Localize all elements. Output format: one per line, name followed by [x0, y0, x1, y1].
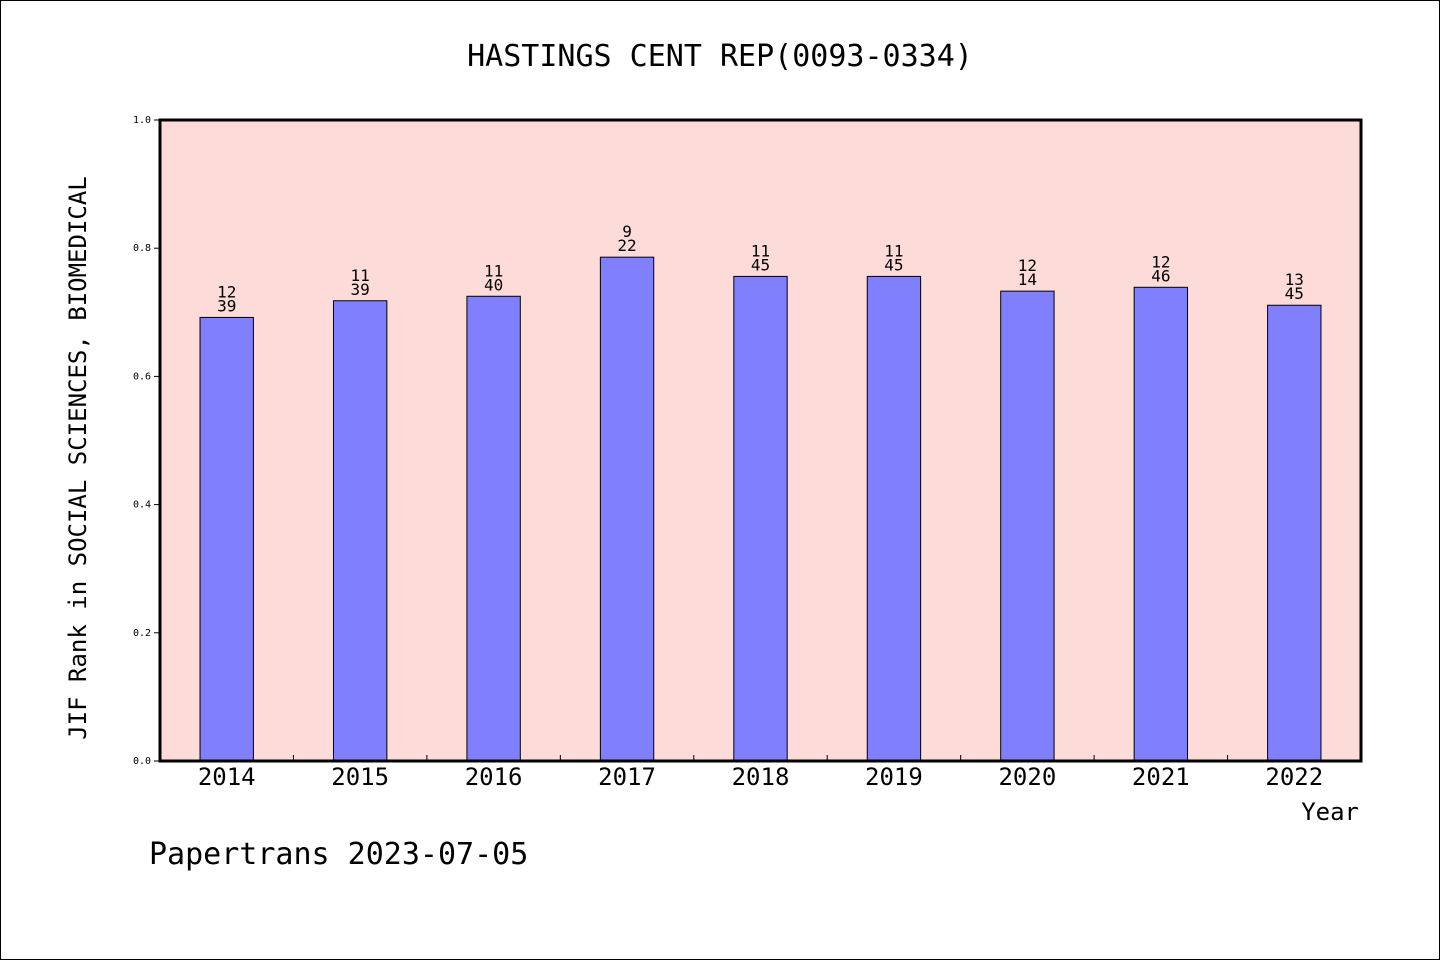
total-label-2014: 39	[217, 296, 236, 315]
footer-text: Papertrans 2023-07-05	[149, 837, 528, 872]
bars-group	[199, 256, 1322, 762]
bar-2017	[599, 256, 655, 762]
total-label-2016: 40	[484, 275, 503, 294]
x-tick-label-2018: 2018	[732, 763, 790, 791]
bar-2021	[1133, 286, 1189, 762]
plot-border	[158, 118, 1363, 763]
y-tick-label: 0.8	[133, 243, 151, 254]
bar-2015	[332, 300, 388, 762]
rank-label-2020: 12	[1018, 256, 1037, 275]
rank-label-2018: 11	[751, 241, 770, 260]
x-tick-label-2019: 2019	[865, 763, 923, 791]
bar-2019	[866, 275, 922, 762]
rank-label-2015: 11	[351, 266, 370, 285]
rank-label-2017: 9	[622, 222, 632, 241]
bar-2016	[466, 295, 521, 762]
rank-label-2022: 13	[1285, 270, 1304, 289]
y-axis-label: JIF Rank in SOCIAL SCIENCES, BIOMEDICAL	[64, 176, 92, 740]
total-label-2022: 45	[1285, 284, 1304, 303]
y-tick-label: 1.0	[133, 115, 151, 126]
rank-label-2014: 12	[217, 282, 236, 301]
x-tick-label-2022: 2022	[1265, 763, 1323, 791]
total-label-2021: 46	[1151, 266, 1170, 285]
x-tick-label-2015: 2015	[331, 763, 389, 791]
total-label-2018: 45	[751, 255, 770, 274]
bar-2018	[733, 275, 788, 762]
x-tick-label-2017: 2017	[598, 763, 656, 791]
total-label-2020: 14	[1018, 270, 1037, 289]
y-tick-label: 0.0	[133, 756, 151, 767]
x-tick-label-2021: 2021	[1132, 763, 1190, 791]
x-axis-ticks: 2014 2015 2016 2017 2018 2019 2020 2021 2022	[198, 755, 1323, 791]
total-label-2015: 39	[351, 280, 370, 299]
x-tick-label-2016: 2016	[465, 763, 523, 791]
bar-2020	[1000, 290, 1055, 762]
y-axis-ticks: 0.0 0.2 0.4 0.6 0.8 1.0	[133, 115, 160, 767]
rank-label-2016: 11	[484, 261, 503, 280]
x-tick-label-2020: 2020	[998, 763, 1056, 791]
rank-label-2019: 11	[884, 241, 903, 260]
rank-label-2021: 12	[1151, 252, 1170, 271]
x-tick-label-2014: 2014	[198, 763, 256, 791]
bar-2022	[1267, 304, 1322, 762]
y-tick-label: 0.2	[133, 628, 151, 639]
total-label-2017: 22	[617, 236, 636, 255]
chart-title: HASTINGS CENT REP(0093-0334)	[467, 39, 973, 74]
y-tick-label: 0.4	[133, 500, 151, 511]
total-label-2019: 45	[884, 255, 903, 274]
y-tick-label: 0.6	[133, 371, 151, 382]
bar-2014	[199, 316, 254, 762]
x-axis-label: Year	[1301, 798, 1359, 826]
